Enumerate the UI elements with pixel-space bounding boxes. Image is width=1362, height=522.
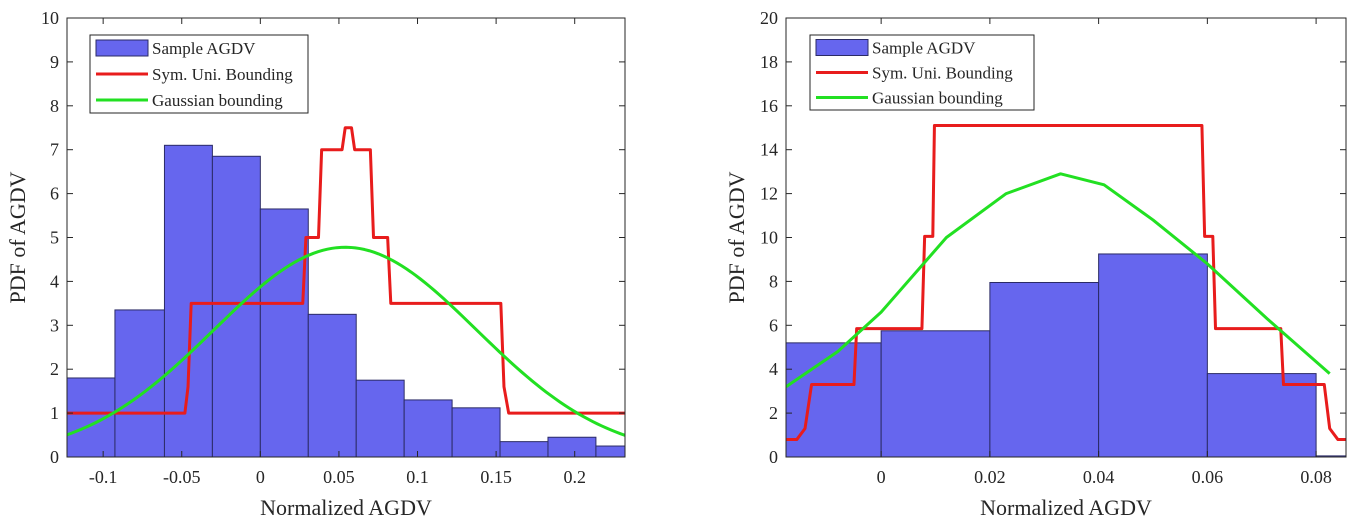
sym-uni-bounding-line bbox=[67, 126, 625, 415]
y-tick-label: 18 bbox=[760, 52, 778, 72]
legend: Sample AGDV Sym. Uni. Bounding Gaussian bo… bbox=[89, 34, 309, 114]
plot-content bbox=[786, 124, 1346, 457]
legend-label-sym-uni: Sym. Uni. Bounding bbox=[152, 65, 293, 84]
histogram-bar bbox=[307, 313, 357, 457]
histogram-bar bbox=[880, 330, 991, 457]
y-tick-label: 14 bbox=[760, 140, 778, 160]
legend: Sample AGDV Sym. Uni. Bounding Gaussian bo… bbox=[809, 34, 1035, 111]
x-tick-label: 0 bbox=[877, 467, 886, 487]
left-chart-panel: -0.1 -0.05 0 0.05 0.1 0.15 0.2 0 1 2 3 4 5 6 7 8 9 10 Norm… bbox=[5, 8, 626, 520]
legend-swatch-bars bbox=[815, 39, 869, 56]
gaussian-bounding-line bbox=[786, 172, 1331, 389]
y-tick-label: 4 bbox=[50, 271, 59, 291]
histogram-bar bbox=[451, 407, 501, 457]
y-axis-label: PDF of AGDV bbox=[5, 171, 30, 303]
y-tick-label: 10 bbox=[41, 8, 59, 28]
histogram-bar bbox=[163, 144, 213, 457]
y-tick-label: 16 bbox=[760, 96, 778, 116]
histogram-bar bbox=[499, 441, 549, 457]
x-tick-label: 0 bbox=[256, 467, 265, 487]
sym-uni-bounding-line bbox=[786, 124, 1346, 441]
y-tick-label: 2 bbox=[769, 403, 778, 423]
y-tick-label: 9 bbox=[50, 52, 59, 72]
legend-label-gaussian: Gaussian bounding bbox=[152, 91, 283, 110]
legend-label-sym-uni: Sym. Uni. Bounding bbox=[872, 64, 1013, 83]
y-tick-label: 8 bbox=[50, 96, 59, 116]
x-tick-label: 0.06 bbox=[1192, 467, 1224, 487]
y-tick-label: 20 bbox=[760, 8, 778, 28]
y-tick-label: 0 bbox=[50, 447, 59, 467]
plot-content bbox=[67, 126, 625, 457]
y-tick-label: 8 bbox=[769, 271, 778, 291]
y-tick-label: 1 bbox=[50, 403, 59, 423]
x-tick-label: 0.08 bbox=[1300, 467, 1332, 487]
histogram-bar bbox=[547, 436, 597, 457]
legend-label-sample: Sample AGDV bbox=[152, 39, 256, 58]
y-tick-label: 6 bbox=[50, 184, 59, 204]
x-tick-label: -0.05 bbox=[163, 467, 201, 487]
histogram-bar bbox=[259, 208, 309, 457]
legend-label-sample: Sample AGDV bbox=[872, 39, 976, 58]
histogram-bar bbox=[403, 399, 453, 457]
y-tick-label: 3 bbox=[50, 315, 59, 335]
legend-label-gaussian: Gaussian bounding bbox=[872, 89, 1003, 108]
x-axis-label: Normalized AGDV bbox=[980, 495, 1152, 520]
legend-swatch-bars bbox=[95, 39, 149, 57]
y-axis-label: PDF of AGDV bbox=[724, 171, 749, 303]
y-tick-label: 10 bbox=[760, 228, 778, 248]
right-chart-panel: 0 0.02 0.04 0.06 0.08 0 2 4 6 8 10 12 14 16 18 20 Normal… bbox=[724, 8, 1347, 520]
y-tick-label: 7 bbox=[50, 140, 59, 160]
x-tick-label: 0.2 bbox=[563, 467, 586, 487]
histogram-bar bbox=[1098, 253, 1208, 457]
x-tick-label: -0.1 bbox=[89, 467, 118, 487]
x-tick-label: 0.1 bbox=[406, 467, 429, 487]
y-tick-label: 4 bbox=[769, 359, 778, 379]
histogram-bar bbox=[786, 342, 882, 457]
x-axis-label: Normalized AGDV bbox=[260, 495, 432, 520]
histogram-bar bbox=[1206, 373, 1317, 457]
histogram-bar bbox=[595, 445, 625, 457]
y-tick-label: 5 bbox=[50, 228, 59, 248]
gaussian-bounding-line bbox=[67, 245, 625, 437]
y-tick-label: 6 bbox=[769, 315, 778, 335]
x-tick-label: 0.02 bbox=[974, 467, 1006, 487]
y-tick-label: 12 bbox=[760, 184, 778, 204]
x-tick-label: 0.04 bbox=[1083, 467, 1115, 487]
histogram-bar bbox=[355, 379, 405, 457]
y-tick-label: 0 bbox=[769, 447, 778, 467]
x-tick-label: 0.15 bbox=[480, 467, 512, 487]
y-tick-label: 2 bbox=[50, 359, 59, 379]
histogram-bar bbox=[989, 281, 1100, 457]
x-tick-label: 0.05 bbox=[323, 467, 355, 487]
